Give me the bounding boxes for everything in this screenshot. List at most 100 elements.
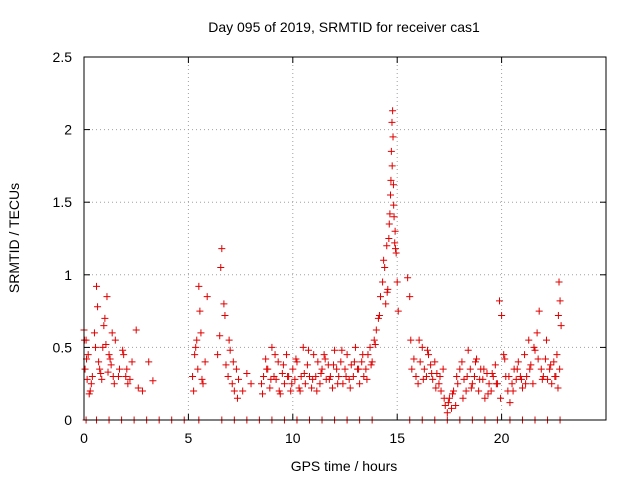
data-point (259, 390, 267, 398)
data-point (551, 372, 559, 380)
data-point (415, 336, 423, 344)
data-point (145, 358, 153, 366)
data-point (310, 351, 318, 359)
data-point (514, 358, 522, 366)
data-point (525, 336, 533, 344)
data-point (443, 409, 451, 417)
data-point (326, 372, 334, 380)
data-point (190, 387, 198, 395)
data-point (306, 372, 314, 380)
data-point (342, 372, 350, 380)
data-point (529, 380, 537, 388)
data-point (338, 346, 346, 354)
data-point (303, 361, 311, 369)
data-point (539, 372, 547, 380)
data-point (436, 372, 444, 380)
data-point (481, 394, 489, 402)
data-point (452, 401, 460, 409)
data-point (247, 380, 255, 388)
data-point (506, 399, 514, 407)
data-point (376, 293, 384, 301)
data-point (368, 358, 376, 366)
data-point (517, 375, 525, 383)
data-point (393, 278, 401, 286)
data-point (464, 346, 472, 354)
data-point (367, 361, 375, 369)
data-point (191, 351, 199, 359)
y-tick-label: 1.5 (53, 194, 73, 210)
data-point (99, 343, 107, 351)
data-point (235, 375, 243, 383)
data-point (362, 365, 370, 373)
data-point (387, 147, 395, 155)
data-point (101, 314, 109, 322)
data-point (122, 372, 130, 380)
data-point (431, 358, 439, 366)
data-point (355, 365, 363, 373)
data-point (220, 300, 228, 308)
data-point (480, 365, 488, 373)
data-point (453, 372, 461, 380)
data-point (91, 343, 99, 351)
data-point (384, 285, 392, 293)
data-point (308, 384, 316, 392)
data-point (390, 201, 398, 209)
data-point (555, 278, 563, 286)
x-axis-label: GPS time / hours (291, 458, 398, 474)
data-point (300, 370, 308, 378)
data-point (301, 380, 309, 388)
data-point (198, 375, 206, 383)
data-point (95, 358, 103, 366)
x-tick-label: 5 (185, 430, 193, 446)
data-point (260, 372, 268, 380)
data-point (274, 358, 282, 366)
plot-frame (83, 56, 607, 421)
data-point (149, 377, 157, 385)
data-point (83, 375, 91, 383)
data-point (132, 326, 140, 334)
data-point (81, 365, 89, 373)
data-point (134, 384, 142, 392)
data-point (263, 365, 271, 373)
data-point (538, 375, 546, 383)
data-point (439, 365, 447, 373)
data-point (363, 375, 371, 383)
data-point (497, 394, 505, 402)
data-point (375, 311, 383, 319)
data-point (554, 311, 562, 319)
data-point (557, 322, 565, 330)
data-point (239, 387, 247, 395)
data-point (467, 384, 475, 392)
data-point (500, 351, 508, 359)
data-point (203, 293, 211, 301)
data-point (556, 365, 564, 373)
data-point (491, 361, 499, 369)
data-point (476, 375, 484, 383)
data-point (103, 293, 111, 301)
data-point (394, 307, 402, 315)
data-point (196, 307, 204, 315)
data-point (419, 375, 427, 383)
y-axis-label: SRMTID / TECUs (6, 183, 22, 293)
data-point (278, 370, 286, 378)
data-point (87, 380, 95, 388)
data-point (459, 394, 467, 402)
data-point (321, 355, 329, 363)
data-point (309, 375, 317, 383)
data-point (107, 361, 115, 369)
data-point (195, 282, 203, 290)
data-point (390, 213, 398, 221)
x-tick-label: 10 (285, 430, 301, 446)
x-tick-labels: 0 5 10 15 20 (80, 430, 509, 446)
grid-layer (84, 57, 606, 420)
data-point (349, 372, 357, 380)
data-point (408, 365, 416, 373)
x-tick-label: 0 (80, 430, 88, 446)
data-point (416, 358, 424, 366)
data-point (318, 365, 326, 373)
data-point (267, 375, 275, 383)
data-point (295, 384, 303, 392)
data-point (386, 210, 394, 218)
data-point (284, 372, 292, 380)
data-point (456, 365, 464, 373)
